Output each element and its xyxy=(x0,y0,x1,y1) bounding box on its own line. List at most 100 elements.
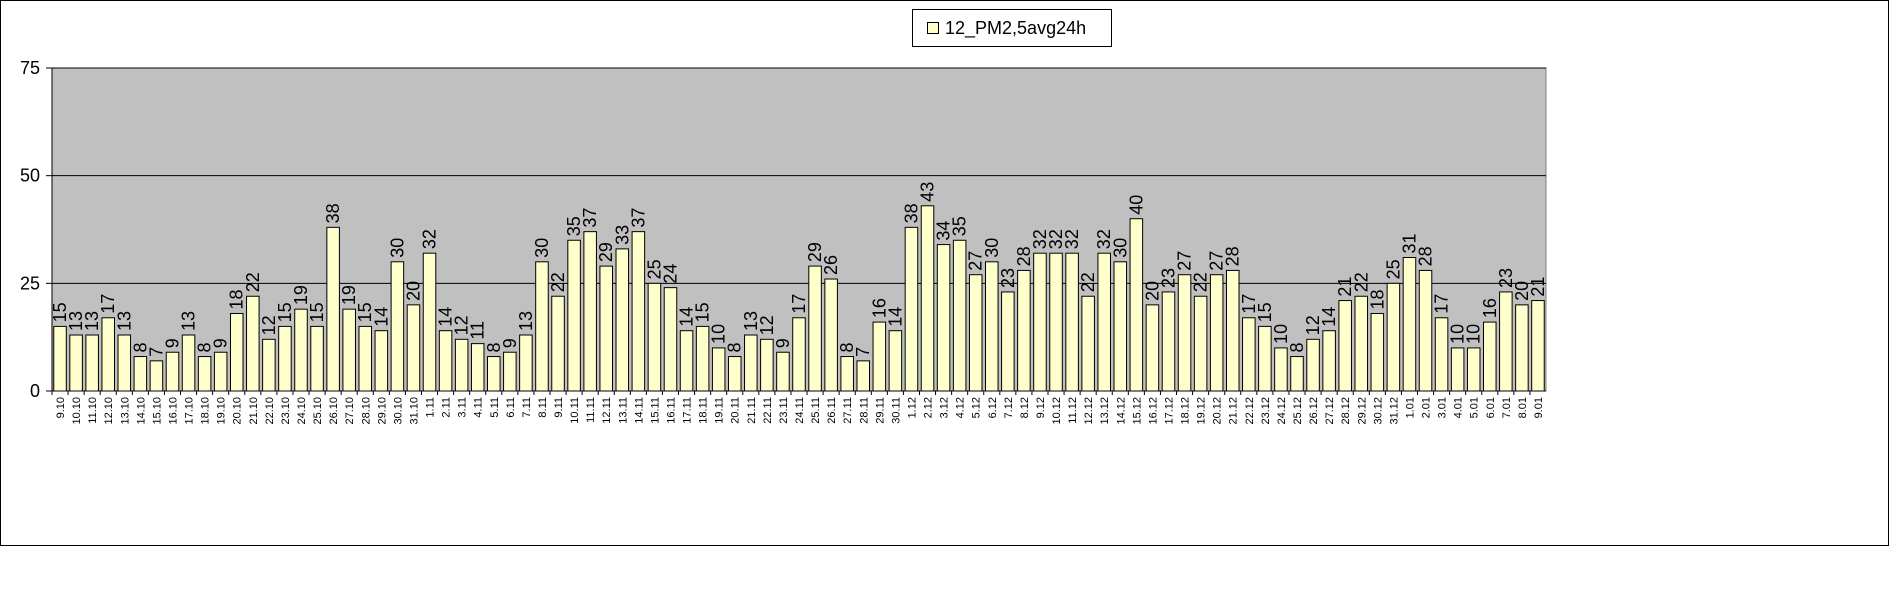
bar xyxy=(101,317,115,392)
x-tick-label: 4.12 xyxy=(955,397,967,418)
data-label: 15 xyxy=(693,302,713,322)
data-label: 32 xyxy=(420,229,440,249)
bar xyxy=(1258,325,1272,392)
bar xyxy=(535,261,549,392)
bar xyxy=(1081,295,1095,392)
bar xyxy=(519,334,533,392)
data-label: 13 xyxy=(516,311,536,331)
data-label: 21 xyxy=(1528,277,1548,297)
data-label: 13 xyxy=(114,311,134,331)
data-label: 14 xyxy=(371,307,391,327)
data-label: 23 xyxy=(998,268,1018,288)
data-label: 7 xyxy=(146,347,166,357)
data-label: 37 xyxy=(580,208,600,228)
data-label: 14 xyxy=(885,307,905,327)
bar xyxy=(1209,274,1224,392)
data-label: 15 xyxy=(355,302,375,322)
bar xyxy=(824,278,838,392)
bar xyxy=(406,304,421,392)
bar xyxy=(1434,317,1449,392)
bar xyxy=(390,261,405,392)
x-tick-label: 13.10 xyxy=(119,397,131,425)
bar xyxy=(117,334,132,392)
x-tick-label: 17.10 xyxy=(184,397,196,425)
x-tick-label: 18.12 xyxy=(1180,397,1192,425)
data-label: 8 xyxy=(484,343,504,353)
x-tick-label: 16.12 xyxy=(1147,397,1159,425)
data-label: 28 xyxy=(1014,246,1034,266)
data-label: 25 xyxy=(1383,259,1403,279)
x-tick-label: 15.10 xyxy=(151,397,163,425)
data-label: 20 xyxy=(1512,281,1532,301)
data-label: 17 xyxy=(789,294,809,314)
bar xyxy=(920,205,935,392)
bar xyxy=(1225,269,1240,392)
data-label: 11 xyxy=(468,321,488,340)
bar xyxy=(326,226,340,392)
data-label: 10 xyxy=(1448,324,1468,344)
x-tick-label: 25.10 xyxy=(312,397,324,425)
x-tick-label: 12.10 xyxy=(103,397,115,425)
bar xyxy=(711,347,726,392)
bar xyxy=(679,330,694,392)
data-label: 18 xyxy=(1367,289,1387,309)
bar xyxy=(631,231,646,392)
data-label: 8 xyxy=(837,343,857,353)
x-tick-label: 1.12 xyxy=(906,397,918,418)
x-tick-label: 17.12 xyxy=(1163,397,1175,425)
data-label: 28 xyxy=(1223,246,1243,266)
bar xyxy=(133,356,148,392)
x-tick-label: 9.12 xyxy=(1035,397,1047,418)
data-label: 43 xyxy=(918,182,938,202)
data-label: 15 xyxy=(307,302,327,322)
bar xyxy=(85,334,99,392)
x-tick-label: 30.11 xyxy=(890,397,902,424)
x-tick-label: 15.11 xyxy=(649,397,661,424)
bar xyxy=(968,274,983,392)
bar xyxy=(1450,347,1465,392)
data-label: 9 xyxy=(773,338,793,348)
gridlines xyxy=(52,67,1546,284)
data-label: 14 xyxy=(677,307,697,327)
bar xyxy=(69,334,83,392)
bar xyxy=(294,308,308,392)
bar xyxy=(1370,312,1385,392)
x-tick-label: 24.11 xyxy=(794,397,806,424)
bar xyxy=(567,239,581,392)
x-tick-label: 29.12 xyxy=(1356,397,1368,425)
bar xyxy=(599,265,613,392)
bar xyxy=(246,295,260,392)
x-tick-label: 23.10 xyxy=(280,397,292,425)
x-tick-label: 28.12 xyxy=(1340,397,1352,425)
x-tick-label: 2.11 xyxy=(441,397,453,418)
x-tick-label: 1.01 xyxy=(1404,397,1416,418)
x-tick-label: 13.12 xyxy=(1099,397,1111,425)
data-label: 23 xyxy=(1158,268,1178,288)
x-tick-label: 5.11 xyxy=(489,397,501,418)
bar xyxy=(840,356,854,392)
x-tick-label: 23.11 xyxy=(778,397,790,424)
data-label: 21 xyxy=(1335,277,1355,297)
x-tick-label: 21.10 xyxy=(248,397,260,425)
bar xyxy=(888,330,903,392)
x-tick-label: 5.12 xyxy=(971,397,983,418)
bar xyxy=(1290,356,1304,392)
bar xyxy=(503,351,517,392)
x-tick-label: 30.10 xyxy=(392,397,404,425)
bar xyxy=(1017,269,1031,392)
x-tick-label: 7.12 xyxy=(1003,397,1015,418)
x-tick-label: 8.01 xyxy=(1517,397,1529,418)
data-label: 30 xyxy=(982,238,1002,258)
data-label: 32 xyxy=(1094,229,1114,249)
x-tick-label: 3.01 xyxy=(1437,397,1449,418)
bar xyxy=(856,360,871,392)
bar xyxy=(952,239,967,392)
data-label: 10 xyxy=(709,324,729,344)
bar xyxy=(1322,330,1336,392)
x-tick-label: 31.10 xyxy=(408,397,420,425)
data-label: 12 xyxy=(757,315,777,335)
bar xyxy=(1145,304,1160,392)
x-tick-label: 27.12 xyxy=(1324,397,1336,425)
bar xyxy=(1113,261,1128,392)
data-label: 19 xyxy=(291,285,311,305)
